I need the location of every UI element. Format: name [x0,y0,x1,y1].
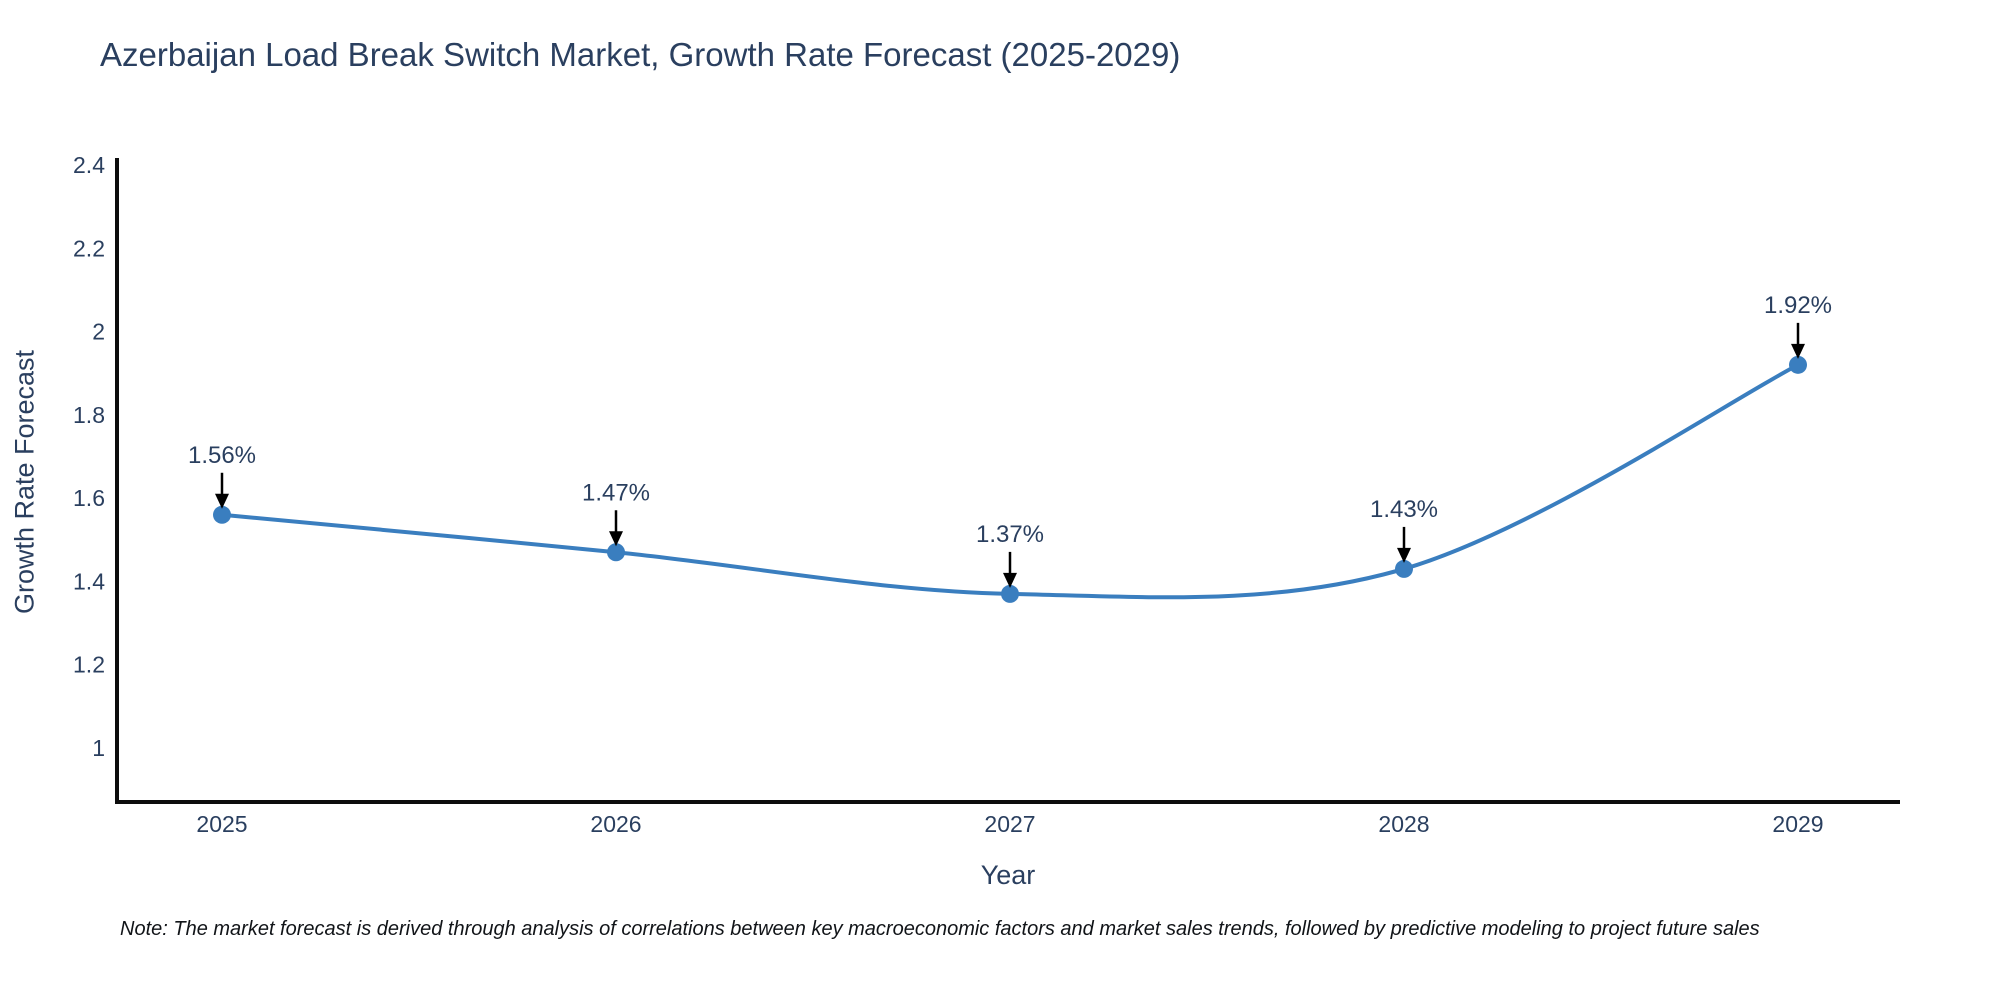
x-tick-label: 2029 [1772,811,1823,837]
chart-title: Azerbaijan Load Break Switch Market, Gro… [100,36,1181,73]
data-point-label: 1.43% [1370,496,1438,523]
y-tick-label: 1.2 [73,652,105,678]
data-point-marker [1001,584,1019,603]
annotation-arrow-head [609,531,623,547]
data-point-label: 1.56% [188,442,256,469]
y-tick-label: 2.4 [73,152,105,178]
y-tick-label: 1.6 [73,485,105,511]
y-tick-label: 1.4 [73,568,105,594]
annotation-arrow-head [1003,572,1017,588]
annotation-arrow-head [215,493,229,509]
data-point-label: 1.37% [976,521,1044,548]
x-tick-label: 2025 [196,811,247,837]
data-point-marker [213,505,231,524]
y-tick-label: 2.2 [73,235,105,261]
data-point-marker [607,543,625,562]
data-point-label: 1.47% [582,479,650,506]
x-tick-label: 2026 [590,811,641,837]
x-axis-title: Year [980,860,1036,890]
annotation-arrow-head [1397,547,1411,563]
y-tick-label: 1.8 [73,402,105,428]
x-tick-label: 2028 [1378,811,1429,837]
data-point-marker [1395,559,1413,578]
data-point-marker [1789,355,1807,374]
footnote: Note: The market forecast is derived thr… [120,918,1760,940]
y-tick-label: 1 [92,735,105,761]
x-tick-label: 2027 [984,811,1035,837]
y-tick-label: 2 [92,319,105,345]
annotation-arrow-head [1791,343,1805,359]
data-point-label: 1.92% [1764,292,1832,319]
